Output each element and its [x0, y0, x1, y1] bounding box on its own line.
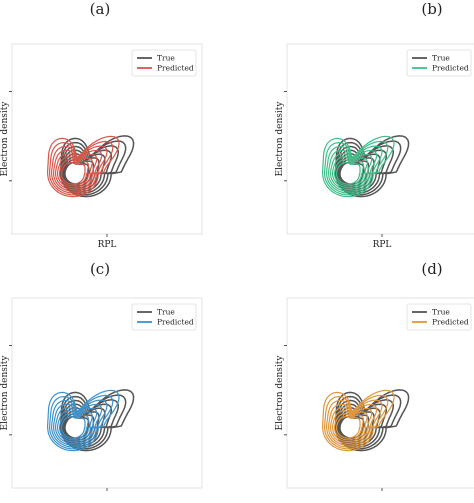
contour-true-8 — [334, 389, 410, 452]
contour-predicted-3 — [57, 156, 93, 189]
contour-predicted-3 — [332, 156, 368, 189]
contour-predicted-2 — [59, 159, 90, 187]
x-axis-label: RPL — [373, 240, 392, 250]
contour-predicted-5 — [328, 403, 378, 446]
contour-predicted-8 — [47, 135, 120, 198]
legend-box — [406, 303, 472, 331]
contour-predicted-7 — [324, 140, 389, 196]
contour-predicted-4 — [330, 407, 373, 445]
legend-entry: Predicted — [432, 64, 469, 73]
panel-label: (d) — [421, 260, 442, 278]
contour-predicted-6 — [326, 399, 383, 448]
contour-predicted-8 — [322, 389, 395, 452]
contour-predicted-2 — [334, 159, 365, 187]
contour-predicted-6 — [51, 145, 108, 194]
legend-box — [131, 303, 197, 331]
contour-true-8 — [59, 389, 135, 452]
contour-predicted-7 — [49, 140, 114, 196]
legend-entry: True — [432, 308, 450, 317]
contour-predicted-8 — [47, 389, 120, 452]
panel-label: (a) — [90, 0, 111, 18]
contour-true-8 — [334, 135, 410, 198]
legend-entry: True — [432, 54, 450, 63]
contour-predicted-8 — [322, 135, 395, 198]
contour-predicted-6 — [326, 145, 383, 194]
legend-entry: Predicted — [432, 318, 469, 327]
legend-box — [406, 49, 472, 77]
x-axis-label: RPL — [98, 240, 117, 250]
contour-predicted-5 — [53, 403, 103, 446]
y-axis-label: Electron density — [0, 101, 10, 177]
contour-predicted-5 — [328, 149, 378, 192]
contour-predicted-3 — [57, 410, 93, 443]
contour-predicted-6 — [51, 399, 108, 448]
contour-predicted-4 — [55, 407, 98, 445]
contour-predicted-4 — [55, 153, 98, 191]
contour-predicted-7 — [324, 394, 389, 450]
contour-predicted-2 — [59, 413, 90, 441]
legend-box — [131, 49, 197, 77]
y-axis-label: Electron density — [0, 355, 10, 431]
legend-entry: Predicted — [157, 64, 194, 73]
contour-predicted-1 — [60, 415, 86, 439]
contour-predicted-2 — [334, 413, 365, 441]
panel-label: (c) — [90, 260, 110, 278]
contour-predicted-1 — [335, 415, 361, 439]
y-axis-label: Electron density — [275, 355, 285, 431]
legend-entry: True — [157, 308, 175, 317]
legend-entry: True — [157, 54, 175, 63]
panel-label: (b) — [421, 0, 442, 18]
contour-predicted-1 — [335, 161, 361, 185]
contour-true-8 — [59, 135, 135, 198]
legend-entry: Predicted — [157, 318, 194, 327]
contour-predicted-5 — [53, 149, 103, 192]
contour-predicted-7 — [49, 394, 114, 450]
contour-predicted-1 — [60, 161, 86, 185]
contour-predicted-4 — [330, 153, 373, 191]
contour-predicted-3 — [332, 410, 368, 443]
y-axis-label: Electron density — [275, 101, 285, 177]
